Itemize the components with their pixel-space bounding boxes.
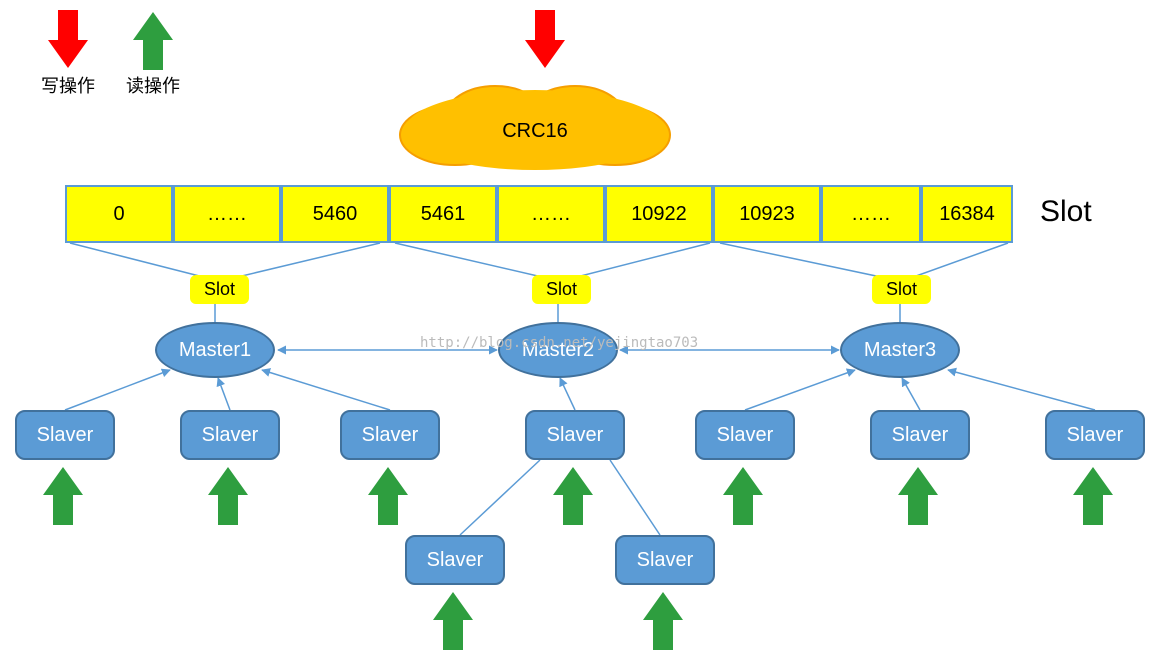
slaver-label: Slaver (1067, 424, 1124, 447)
slaver-label: Slaver (547, 424, 604, 447)
slot-cell-label: …… (851, 203, 891, 226)
slot-cell-3: 5461 (389, 185, 497, 243)
slot-cell-0: 0 (65, 185, 173, 243)
slot-cell-label: …… (207, 203, 247, 226)
slaver-label: Slaver (717, 424, 774, 447)
legend-write-arrow-icon (48, 10, 88, 70)
slot-tag-2: Slot (872, 275, 931, 304)
read-arrow-r1-3 (553, 465, 593, 525)
slot-tag-label: Slot (204, 279, 235, 299)
slot-cell-6: 10923 (713, 185, 821, 243)
read-arrow-r1-4 (723, 465, 763, 525)
slot-cell-label: 10923 (739, 203, 795, 226)
slot-tag-1: Slot (532, 275, 591, 304)
slot-cell-label: 0 (113, 203, 124, 226)
slot-cell-label: 10922 (631, 203, 687, 226)
slaver-label: Slaver (362, 424, 419, 447)
slot-big-label: Slot (1040, 195, 1092, 229)
slaver-label: Slaver (37, 424, 94, 447)
slaver-s7: Slaver (1045, 410, 1145, 460)
slaver-s3: Slaver (340, 410, 440, 460)
slaver-s8: Slaver (405, 535, 505, 585)
read-arrow-r1-5 (898, 465, 938, 525)
master-label: Master3 (864, 339, 936, 362)
legend-read-arrow-icon (133, 10, 173, 70)
read-arrow-r1-6 (1073, 465, 1113, 525)
slot-tag-label: Slot (886, 279, 917, 299)
svg-text:CRC16: CRC16 (502, 120, 568, 142)
read-arrow-r1-2 (368, 465, 408, 525)
slaver-s1: Slaver (15, 410, 115, 460)
master-m1: Master1 (155, 322, 275, 378)
slot-cell-label: …… (531, 203, 571, 226)
legend-write-label: 写操作 (38, 72, 98, 98)
slot-tag-label: Slot (546, 279, 577, 299)
read-arrow-r2-0 (433, 590, 473, 650)
slaver-s6: Slaver (870, 410, 970, 460)
slot-cell-8: 16384 (921, 185, 1013, 243)
slot-cell-4: …… (497, 185, 605, 243)
slaver-label: Slaver (892, 424, 949, 447)
legend-read-label: 读操作 (123, 72, 183, 98)
master-label: Master1 (179, 339, 251, 362)
slot-tag-0: Slot (190, 275, 249, 304)
watermark: http://blog.csdn.net/yejingtao703 (420, 335, 698, 351)
slot-cell-7: …… (821, 185, 921, 243)
read-arrow-r1-0 (43, 465, 83, 525)
slot-cell-label: 16384 (939, 203, 995, 226)
slot-cell-2: 5460 (281, 185, 389, 243)
slaver-s9: Slaver (615, 535, 715, 585)
slaver-s5: Slaver (695, 410, 795, 460)
slaver-label: Slaver (427, 549, 484, 572)
slaver-s2: Slaver (180, 410, 280, 460)
slot-cell-label: 5460 (313, 203, 358, 226)
slot-cell-5: 10922 (605, 185, 713, 243)
slaver-label: Slaver (202, 424, 259, 447)
read-arrow-r1-1 (208, 465, 248, 525)
slaver-label: Slaver (637, 549, 694, 572)
slaver-s4: Slaver (525, 410, 625, 460)
slot-cell-1: …… (173, 185, 281, 243)
master-m3: Master3 (840, 322, 960, 378)
slot-cell-label: 5461 (421, 203, 466, 226)
read-arrow-r2-1 (643, 590, 683, 650)
